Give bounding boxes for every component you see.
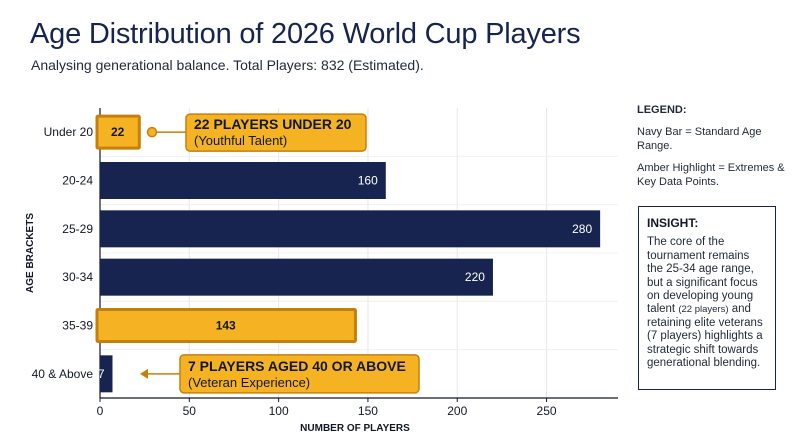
bar-value-label: 220 — [465, 270, 485, 284]
callout-40-above-line1: 7 PLAYERS AGED 40 OR ABOVE — [188, 358, 406, 374]
bar-value-label: 143 — [216, 319, 236, 333]
legend-title: LEGEND: — [637, 104, 687, 116]
legend: LEGEND: Navy Bar = Standard Age Range. A… — [637, 103, 787, 197]
bar-value-label: 280 — [572, 222, 592, 236]
x-tick-label: 150 — [358, 404, 378, 418]
x-tick-label: 50 — [183, 404, 197, 418]
x-tick-label: 200 — [447, 404, 467, 418]
legend-item-navy: Navy Bar = Standard Age Range. — [637, 126, 762, 152]
callout-under-20-line1: 22 PLAYERS UNDER 20 — [194, 116, 352, 132]
callout-box-40-above — [179, 354, 420, 394]
bar-highlight — [95, 114, 141, 150]
y-tick-label: 40 & Above — [32, 367, 94, 381]
bar — [100, 210, 601, 248]
x-tick-label: 0 — [97, 404, 104, 418]
bar-highlight — [95, 308, 357, 343]
insight-text: The core of the tournament remains the 2… — [647, 236, 767, 370]
callout-40-above-line2: (Veteran Experience) — [188, 375, 310, 390]
y-tick-label: 35-39 — [62, 319, 93, 333]
y-tick-label: Under 20 — [44, 125, 94, 139]
insight-text-small: (22 players) — [678, 304, 729, 316]
insight-box: INSIGHT: The core of the tournament rema… — [638, 206, 776, 390]
insight-text-part-2: and retaining elite veterans (7 players)… — [647, 303, 763, 370]
x-tick-label: 250 — [537, 404, 557, 418]
bar-value-label: 160 — [358, 174, 378, 188]
y-tick-label: 30-34 — [62, 270, 93, 284]
bar-value-label: 22 — [111, 125, 125, 139]
bar-chart: 0 50 100 150 200 250 NUMBER OF PLAYERS AGE BRAC… — [25, 108, 618, 434]
x-tick-label: 100 — [269, 404, 289, 418]
insight-text-part-1: The core of the tournament remains the 2… — [647, 236, 758, 316]
arrow-left-icon — [140, 368, 148, 379]
legend-item-amber: Amber Highlight = Extremes & Key Data Po… — [637, 162, 785, 188]
bar — [100, 162, 386, 199]
bar — [100, 355, 113, 393]
y-axis-title: AGE BRACKETS — [25, 213, 36, 293]
callout-box-under-20 — [185, 113, 367, 152]
insight-title: INSIGHT: — [647, 216, 699, 230]
callout-marker — [146, 126, 158, 138]
y-tick-label: 20-24 — [62, 174, 93, 188]
bar-value-label: 7 — [98, 367, 105, 381]
page-title: Age Distribution of 2026 World Cup Playe… — [30, 18, 581, 50]
bar — [100, 258, 493, 296]
y-tick-label: 25-29 — [62, 222, 93, 236]
callout-under-20-line2: (Youthful Talent) — [194, 133, 287, 148]
x-axis-title: NUMBER OF PLAYERS — [300, 423, 410, 434]
page-subtitle: Analysing generational balance. Total Pl… — [31, 57, 424, 73]
